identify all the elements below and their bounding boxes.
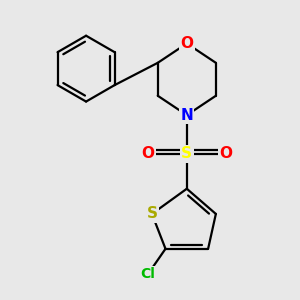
Text: O: O <box>219 146 232 161</box>
Text: N: N <box>180 108 193 123</box>
Text: O: O <box>180 36 193 51</box>
Text: Cl: Cl <box>141 267 155 281</box>
Text: O: O <box>142 146 154 161</box>
Text: S: S <box>181 146 192 161</box>
Text: S: S <box>146 206 158 221</box>
